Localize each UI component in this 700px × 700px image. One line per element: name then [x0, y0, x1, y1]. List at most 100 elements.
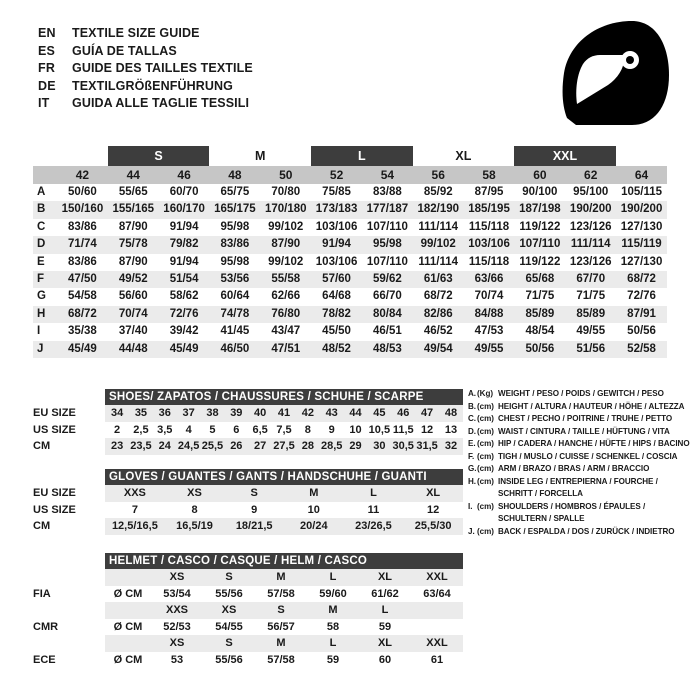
helmet-measurement-cell: 52/53 [151, 618, 203, 635]
measurement-cell: 67/70 [565, 271, 617, 289]
measurement-cell: 91/94 [158, 253, 210, 272]
helmet-size-header: XL [359, 569, 411, 586]
measurement-cell: 71/75 [565, 288, 617, 306]
size-cell: 40 [248, 405, 273, 422]
size-cell: 29 [343, 438, 368, 455]
helmet-measurement-cell: 61/62 [359, 585, 411, 602]
legend-text: SHOULDERS / HOMBROS / ÉPAULES / [498, 501, 646, 511]
legend-line: F. (cm) TIGH / MUSLO / CUISSE / SCHENKEL /… [468, 451, 690, 464]
row-label: EU SIZE [33, 485, 106, 502]
measurement-cell: 107/110 [361, 253, 413, 272]
measurement-cell: 45/49 [57, 340, 108, 359]
measurement-cell: 50/56 [616, 323, 667, 341]
helmet-measurement-cell: 59 [359, 618, 411, 635]
helmet-measurement-cell: 59 [307, 651, 359, 668]
size-cell: 8 [164, 501, 225, 518]
size-cell: 24,5 [176, 438, 201, 455]
legend-line: SCHRITT / FORCELLA [468, 488, 690, 501]
language-code: ES [38, 43, 56, 58]
row-key-a: A [33, 184, 58, 202]
helmet-unit-label: Ø CM [105, 585, 151, 602]
measurement-cell: 119/122 [514, 218, 566, 237]
measurement-cell: 90/100 [514, 184, 566, 202]
legend-unit: (cm) [477, 464, 494, 474]
row-label: US SIZE [33, 421, 106, 438]
measurement-cell: 103/106 [311, 253, 362, 272]
size-cell: 30 [367, 438, 392, 455]
size-cell: 28,5 [319, 438, 344, 455]
row-key-b: B [33, 201, 58, 219]
measurement-cell: 37/40 [107, 323, 159, 341]
legend-key: C. [468, 414, 476, 424]
gloves-table: GLOVES / GUANTES / GANTS / HANDSCHUHE / … [33, 469, 463, 535]
measurement-cell: 85/92 [412, 184, 464, 202]
helmet-size-header: L [307, 635, 359, 652]
measurement-cell: 48/52 [311, 340, 362, 359]
size-cell: 25,5/30 [403, 518, 463, 535]
measurement-cell: 182/190 [412, 201, 464, 219]
helmet-size-row-spacer [33, 635, 105, 652]
measurement-cell: 51/56 [565, 340, 617, 359]
measurement-cell: 64/68 [311, 288, 362, 306]
legend-key: F. [468, 451, 475, 461]
measurement-cell: 87/90 [107, 253, 159, 272]
size-cell: 12,5/16,5 [105, 518, 165, 535]
size-cell: L [343, 485, 404, 502]
helmet-size-unit-spacer [105, 569, 151, 586]
legend-key: D. [468, 426, 476, 436]
numeric-size-header: 62 [565, 166, 617, 184]
size-cell: 9 [224, 501, 284, 518]
measurement-cell: 127/130 [616, 218, 667, 237]
numeric-size-header: 48 [209, 166, 261, 184]
numeric-size-header: 46 [158, 166, 210, 184]
helmet-measurement-cell: 59/60 [307, 585, 359, 602]
size-cell: 2 [105, 421, 130, 438]
numeric-size-header: 52 [311, 166, 362, 184]
helmet-size-header: XXL [411, 569, 463, 586]
helmet-measurement-cell: 57/58 [255, 585, 307, 602]
measurement-cell: 60/64 [209, 288, 261, 306]
legend-key: I. [468, 501, 473, 511]
size-cell: 30,5 [391, 438, 416, 455]
measurement-cell: 61/63 [412, 271, 464, 289]
size-label-s: S [107, 146, 210, 166]
helmet-size-header: L [359, 602, 411, 619]
size-cell: 6 [224, 421, 249, 438]
legend-text: SCHULTERN / SPALLE [498, 514, 585, 524]
measurement-cell: 54/58 [57, 288, 108, 306]
numeric-size-header: 44 [107, 166, 159, 184]
measurement-cell: 165/175 [209, 201, 261, 219]
size-cell: 41 [272, 405, 296, 422]
measurement-cell: 65/68 [514, 271, 566, 289]
measurement-cell: 187/198 [514, 201, 566, 219]
measurement-cell: 99/102 [412, 236, 464, 254]
shoes-table: SHOES/ ZAPATOS / CHAUSSURES / SCHUHE / S… [33, 389, 463, 455]
measurement-cell: 68/72 [57, 305, 108, 324]
measurement-cell: 56/60 [107, 288, 159, 306]
size-cell: 27,5 [272, 438, 296, 455]
size-cell: 27 [248, 438, 273, 455]
helmet-value-row: FIA Ø CM 53/54 55/56 57/58 59/60 61/62 63/64 [33, 585, 463, 602]
helmet-size-header: L [307, 569, 359, 586]
helmet-standard-ece: ECE [33, 651, 105, 668]
measurement-cell: 49/55 [463, 340, 515, 359]
language-row-en: EN TEXTILE SIZE GUIDE [38, 26, 253, 44]
legend-key: J. [468, 527, 475, 537]
measurement-cell: 39/42 [158, 323, 210, 341]
measurement-cell: 123/126 [565, 253, 617, 272]
helmet-size-header: XXL [411, 635, 463, 652]
row-label: CM [33, 518, 106, 535]
helmet-size-row: XS S M L XL XXL [33, 569, 463, 586]
language-row-fr: FR GUIDE DES TAILLES TEXTILE [38, 61, 253, 79]
measurement-cell: 68/72 [616, 271, 667, 289]
numeric-size-header: 42 [57, 166, 108, 184]
table-row: D 71/74 75/78 79/82 83/86 87/90 91/94 95/98 99/1… [33, 236, 667, 254]
helmet-measurement-cell [411, 618, 463, 635]
size-cell: 25,5 [200, 438, 225, 455]
measurement-cell: 87/90 [107, 218, 159, 237]
measurement-cell: 111/114 [565, 236, 617, 254]
measurement-cell: 58/62 [158, 288, 210, 306]
helmet-measurement-cell: 60 [359, 651, 411, 668]
measurement-cell: 60/70 [158, 184, 210, 202]
numeric-size-header: 64 [616, 166, 667, 184]
